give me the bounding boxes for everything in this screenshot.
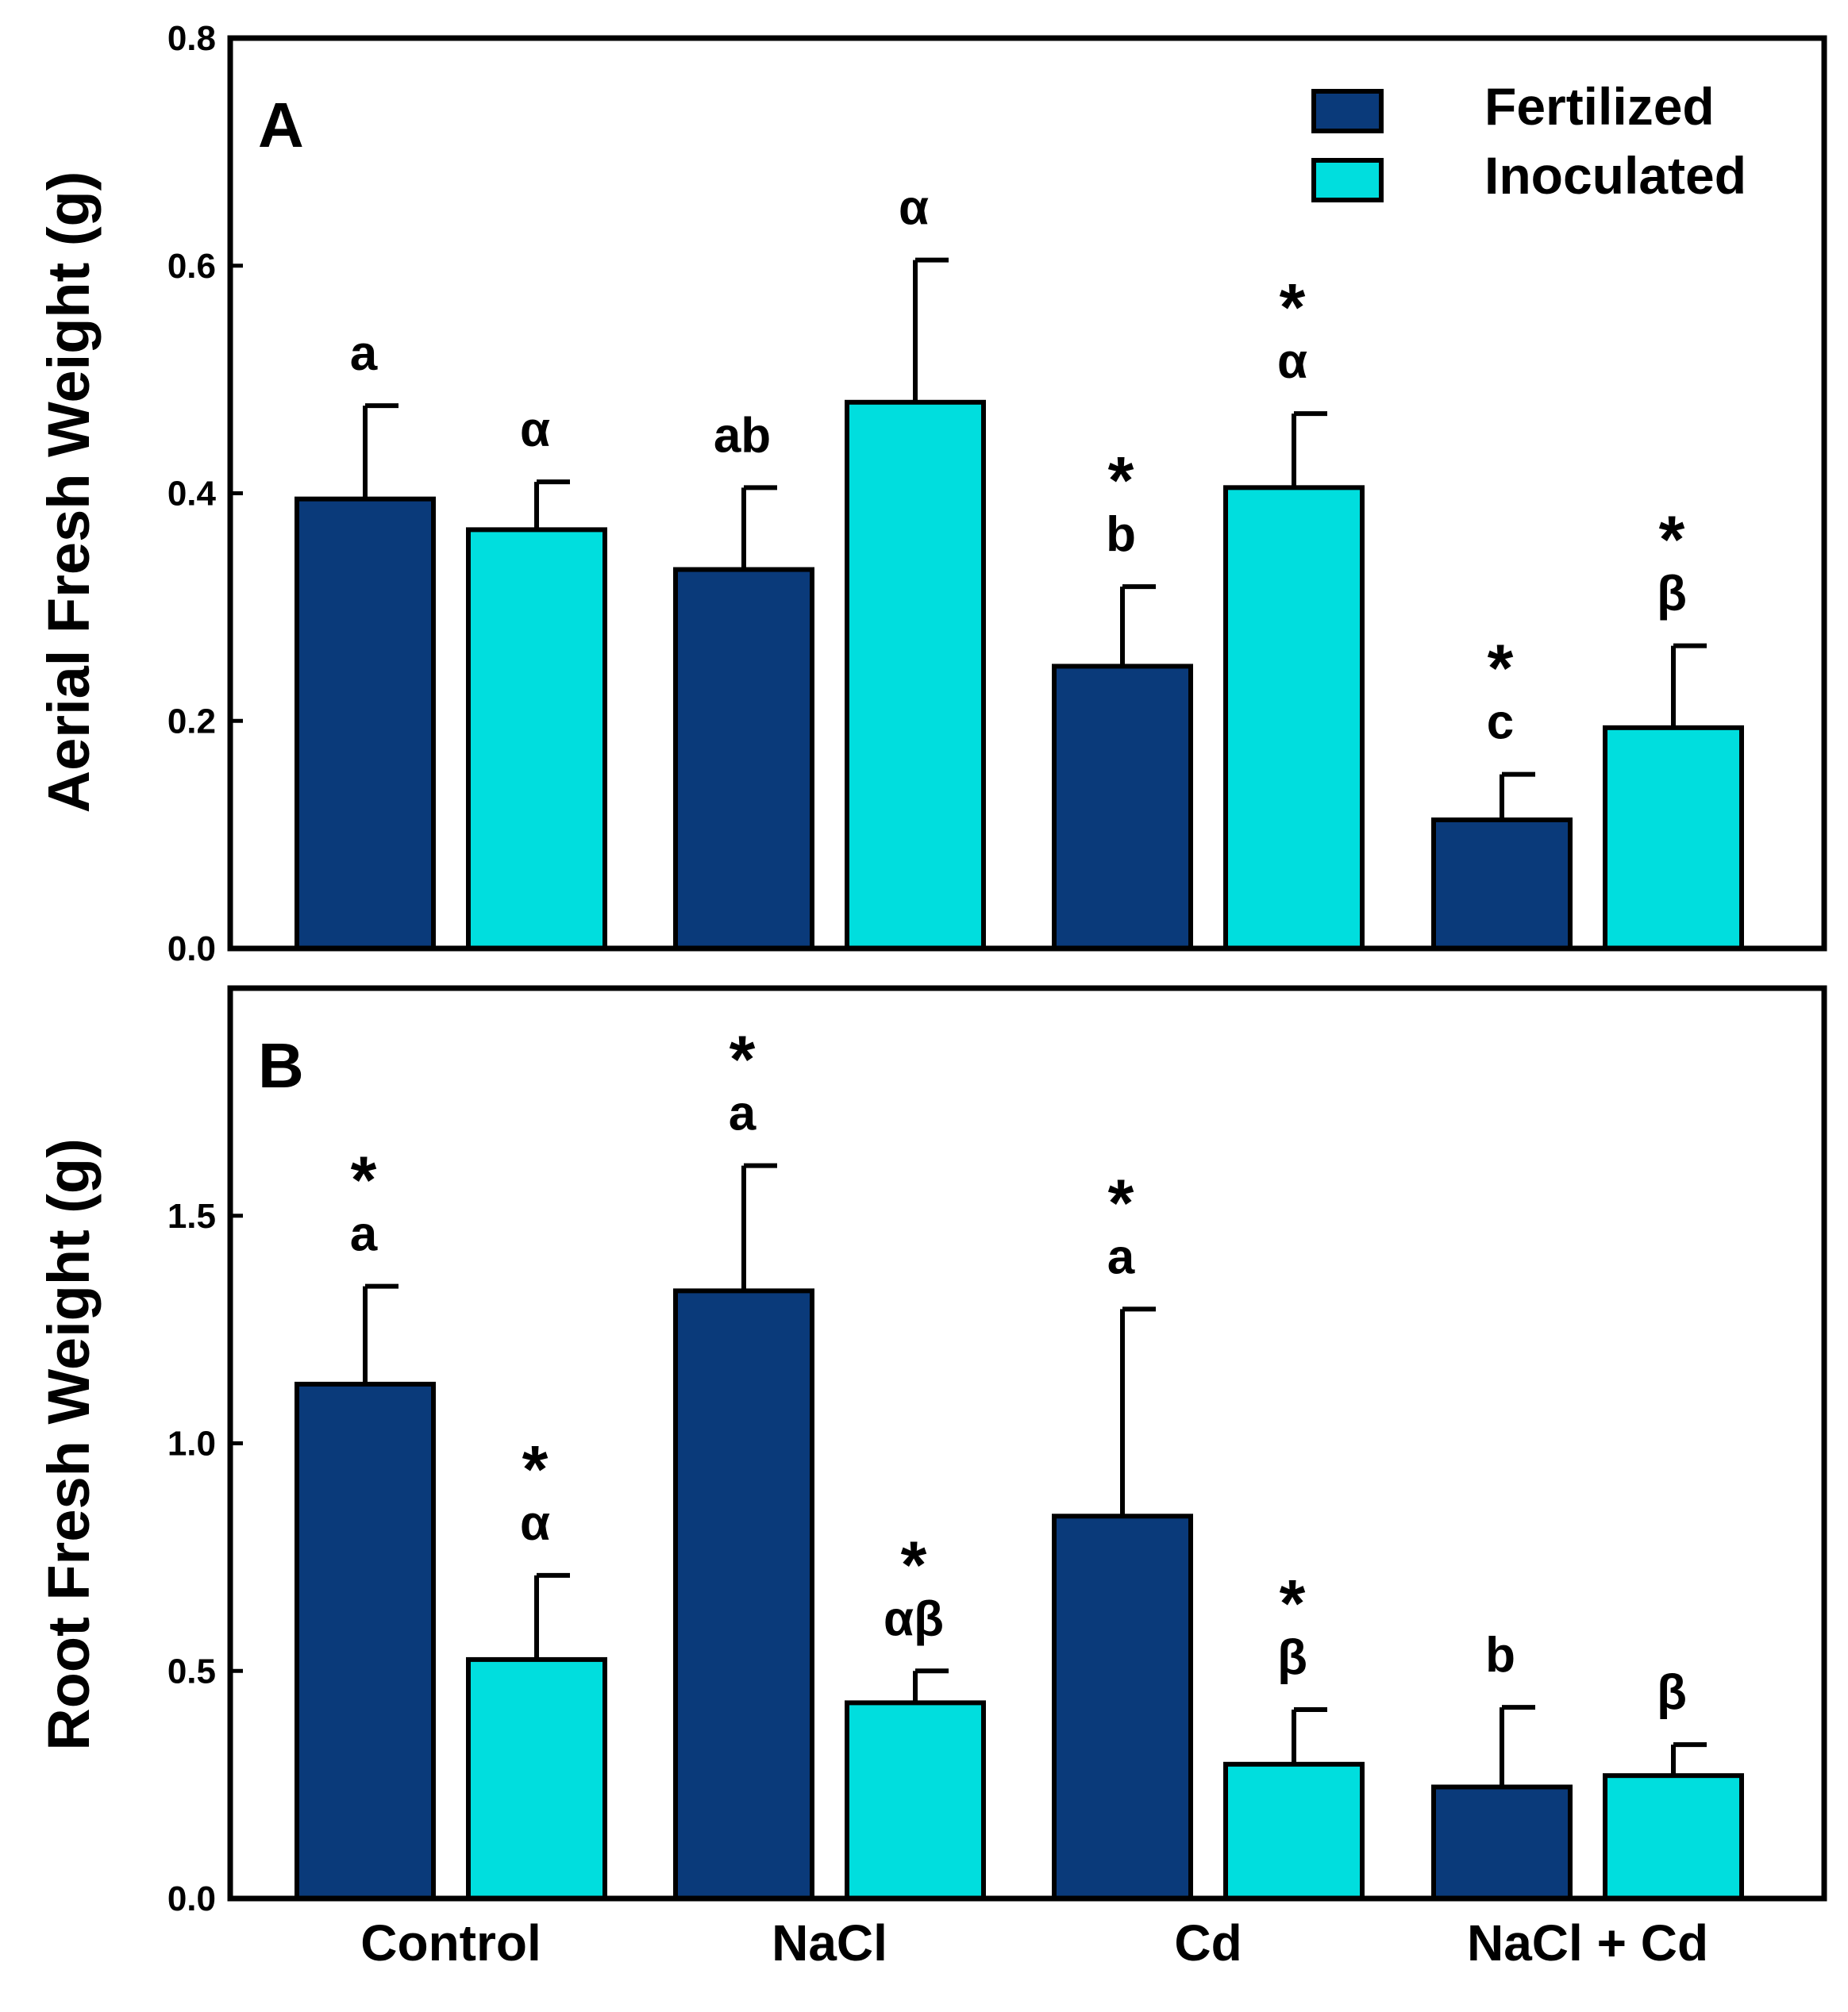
panel-a-plot-frame: [227, 35, 1827, 952]
panel-b-significance-label-inoculated-control: α: [520, 1496, 550, 1551]
panel-b-bar-fertilized-nacl: [673, 1288, 814, 1901]
panel-a-significance-label-fertilized-cd: b: [1106, 507, 1136, 562]
panel-label-b: B: [258, 1030, 304, 1101]
panel-a-asterisk-inoculated-nacl-plus-cd: *: [1659, 502, 1685, 577]
panel-b-bar-fertilized-control: [295, 1381, 436, 1901]
panel-a-significance-label-fertilized-nacl-plus-cd: c: [1487, 695, 1514, 750]
panel-b-bar-inoculated-nacl: [845, 1700, 986, 1902]
panel-b-ytick-label: 0.5: [167, 1652, 216, 1691]
panel-b-significance-label-inoculated-cd: β: [1277, 1630, 1307, 1685]
panel-b-asterisk-inoculated-nacl: *: [901, 1527, 927, 1602]
panel-a-bar-fertilized-nacl: [673, 567, 814, 952]
panel-b-ytick-label: 1.5: [167, 1197, 216, 1236]
panel-a-bar-inoculated-control: [466, 527, 607, 951]
panel-b-asterisk-inoculated-control: *: [522, 1432, 549, 1506]
panel-b-significance-label-fertilized-cd: a: [1107, 1229, 1135, 1284]
panel-a-bar-inoculated-cd: [1223, 485, 1365, 951]
legend: Fertilized Inoculated: [1311, 77, 1746, 205]
panel-label-a: A: [258, 90, 304, 160]
panel-b-ytick-label: 0.0: [167, 1879, 216, 1918]
panel-b-plot-frame: [227, 985, 1827, 1902]
panel-a-ytick-label: 0.4: [167, 475, 217, 514]
panel-a-bar-fertilized-cd: [1052, 664, 1193, 951]
legend-swatch-fertilized: [1311, 89, 1384, 133]
panel-b-significance-label-inoculated-nacl: αβ: [884, 1591, 944, 1646]
panel-b-asterisk-fertilized-control: *: [351, 1143, 377, 1218]
panel-a-bar-fertilized-control: [295, 496, 436, 951]
panel-b-bar-inoculated-nacl-plus-cd: [1603, 1773, 1744, 1902]
panel-b-significance-label-fertilized-nacl-plus-cd: b: [1485, 1628, 1515, 1683]
x-category-label-cd: Cd: [1174, 1914, 1242, 1972]
legend-swatch-inoculated: [1311, 158, 1384, 202]
panel-a-ytick-label: 0.8: [167, 19, 216, 58]
panel-a-significance-label-inoculated-cd: α: [1277, 334, 1307, 389]
panel-a-significance-label-fertilized-control: a: [350, 326, 378, 381]
panel-a-bar-inoculated-nacl: [845, 399, 986, 951]
panel-b-significance-label-fertilized-control: a: [350, 1207, 378, 1262]
x-category-label-nacl: NaCl: [772, 1914, 887, 1972]
panel-a-significance-label-inoculated-nacl-plus-cd: β: [1657, 567, 1687, 621]
panel-a-significance-label-inoculated-nacl: α: [899, 181, 929, 236]
panel-a-ytick-label: 0.6: [167, 247, 216, 286]
x-category-label-nacl-plus-cd: NaCl + Cd: [1467, 1914, 1708, 1972]
panel-a-bar-fertilized-nacl-plus-cd: [1431, 817, 1573, 951]
panel-b-significance-label-fertilized-nacl: a: [729, 1087, 757, 1141]
panel-a-asterisk-fertilized-nacl-plus-cd: *: [1488, 631, 1514, 706]
panel-a-bar-inoculated-nacl-plus-cd: [1603, 725, 1744, 951]
panel-b-asterisk-fertilized-nacl: *: [730, 1022, 756, 1097]
panel-b-y-axis-title: Root Fresh Weight (g): [36, 1138, 102, 1750]
panel-a-ytick-label: 0.2: [167, 702, 216, 741]
panel-a-significance-label-inoculated-control: α: [520, 402, 550, 457]
panel-a-y-axis-title: Aerial Fresh Weight (g): [36, 171, 102, 814]
panel-a-aerial-fresh-weight: 0.0 0.2 0.4 0.6 0.8 Aerial Fresh Weight (g) Aa…: [36, 19, 1827, 968]
legend-label-inoculated: Inoculated: [1484, 146, 1746, 205]
legend-label-fertilized: Fertilized: [1484, 77, 1715, 136]
panel-b-asterisk-inoculated-cd: *: [1280, 1566, 1306, 1641]
panel-b-bar-fertilized-cd: [1052, 1514, 1193, 1901]
panel-b-bar-fertilized-nacl-plus-cd: [1431, 1784, 1573, 1901]
panel-b-asterisk-fertilized-cd: *: [1108, 1165, 1134, 1240]
panel-a-asterisk-fertilized-cd: *: [1108, 443, 1134, 517]
x-category-labels: Control NaCl Cd NaCl + Cd: [360, 1914, 1708, 1972]
panel-b-bar-inoculated-control: [466, 1656, 607, 1902]
panel-b-bar-inoculated-cd: [1223, 1761, 1365, 1901]
x-category-label-control: Control: [360, 1914, 541, 1972]
panel-a-significance-label-fertilized-nacl: ab: [714, 408, 771, 463]
panel-b-ytick-label: 1.0: [167, 1425, 216, 1464]
panel-b-significance-label-inoculated-nacl-plus-cd: β: [1657, 1665, 1687, 1720]
panel-a-ytick-label: 0.0: [167, 929, 216, 968]
panel-a-asterisk-inoculated-cd: *: [1280, 270, 1306, 344]
